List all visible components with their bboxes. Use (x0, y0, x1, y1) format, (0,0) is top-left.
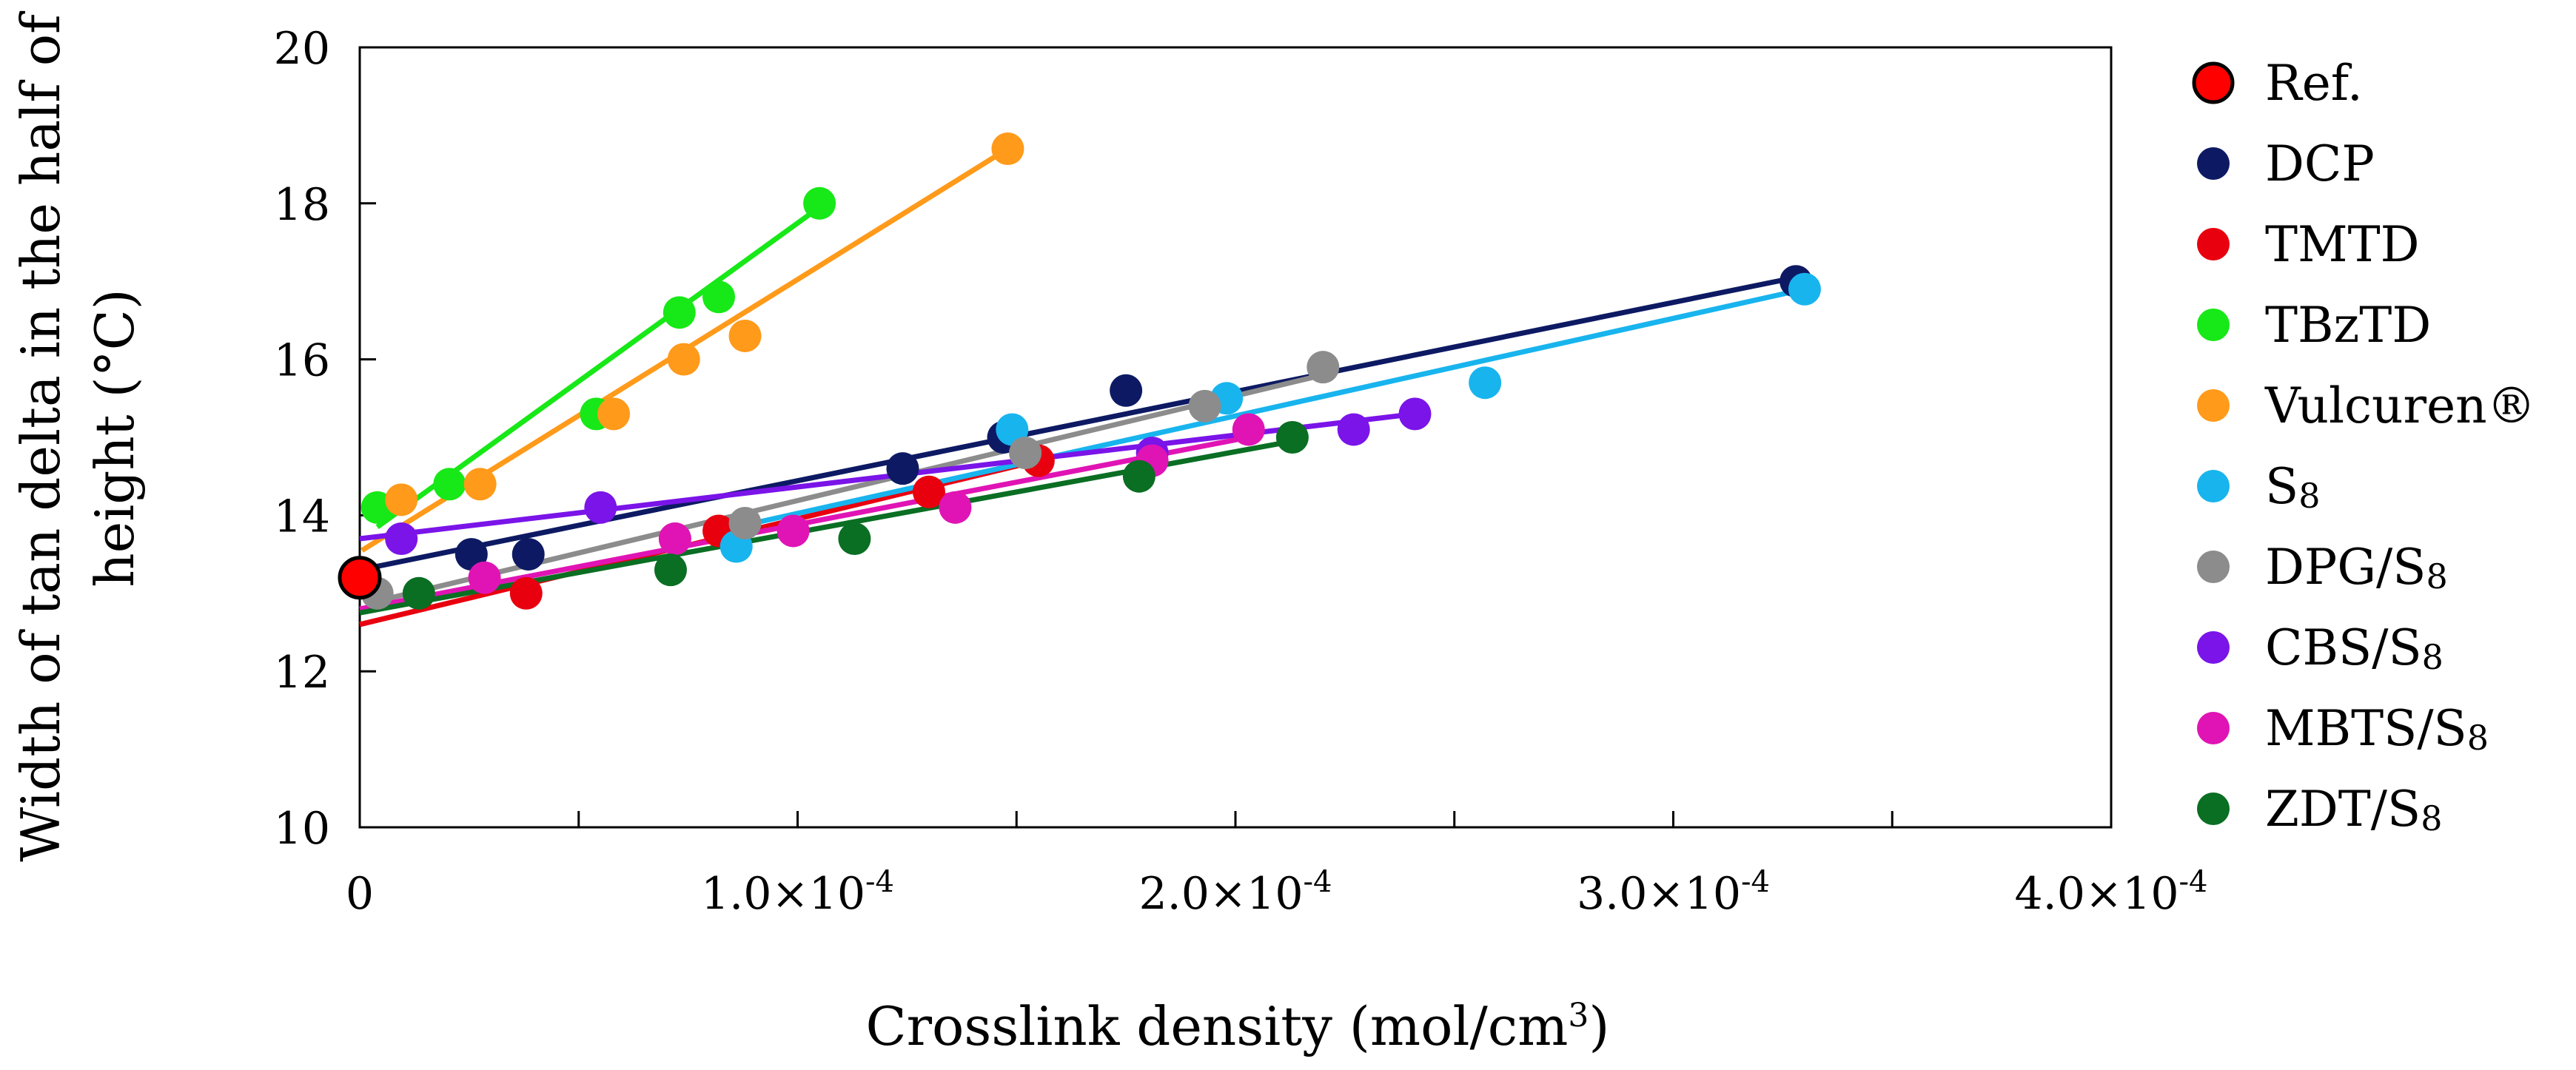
point-vulcuren (597, 397, 631, 431)
point-cbs-s8 (584, 491, 617, 524)
x-tick-label: 4.0×10-4 (2014, 865, 2207, 920)
y-tick-label: 12 (274, 647, 330, 699)
point-tbztd (663, 296, 696, 329)
x-tick-label: 0 (346, 868, 374, 920)
point-tmtd (509, 576, 543, 610)
legend-label-zdt-s8: ZDT/S8 (2265, 781, 2443, 838)
y-axis-title: Width of tan delta in the half of height… (10, 11, 146, 862)
legend-label-mbts-s8: MBTS/S8 (2265, 700, 2489, 758)
point-tbztd (433, 468, 466, 501)
legend-marker-s8 (2197, 470, 2230, 502)
point-zdt-s8 (402, 576, 435, 610)
point-vulcuren (463, 468, 497, 501)
legend-marker-dpg-s8 (2197, 551, 2230, 583)
point-ref (338, 556, 382, 600)
point-zdt-s8 (1275, 421, 1309, 454)
legend-label-ref: Ref. (2265, 55, 2363, 112)
x-tick-label: 2.0×10-4 (1138, 865, 1332, 920)
point-vulcuren (385, 483, 418, 517)
axis-ticks (358, 46, 2113, 829)
y-tick-label: 16 (274, 335, 330, 387)
point-tbztd (803, 186, 836, 220)
y-tick-label: 14 (274, 491, 330, 542)
legend: Ref. DCP TMTD TBzTD Vulcuren® S8 DPG/S8 CBS/S8 M… (2192, 55, 2536, 838)
legend-marker-dcp (2197, 147, 2230, 180)
fit-line-s8 (735, 286, 1805, 530)
fit-line-dcp (359, 275, 1797, 573)
point-s8 (1788, 272, 1821, 306)
point-vulcuren (728, 319, 762, 352)
point-zdt-s8 (654, 553, 687, 587)
point-zdt-s8 (838, 522, 871, 556)
y-tick-label: 20 (274, 23, 330, 75)
legend-marker-zdt-s8 (2197, 793, 2230, 825)
point-dcp (511, 538, 545, 571)
legend-label-s8: S8 (2265, 458, 2321, 516)
point-dcp (1110, 374, 1143, 407)
legend-marker-tbztd (2197, 309, 2230, 341)
point-cbs-s8 (1398, 397, 1432, 431)
point-tbztd (702, 280, 736, 314)
fit-lines (359, 147, 1805, 627)
point-zdt-s8 (1122, 460, 1155, 493)
legend-marker-tmtd (2197, 228, 2230, 260)
legend-marker-vulcuren (2197, 389, 2230, 422)
point-dpg-s8 (728, 506, 762, 539)
point-vulcuren (667, 343, 700, 376)
point-s8 (1469, 366, 1502, 400)
point-mbts-s8 (777, 514, 810, 548)
legend-marker-mbts-s8 (2197, 712, 2230, 744)
legend-label-tbztd: TBzTD (2265, 297, 2431, 354)
point-mbts-s8 (939, 491, 972, 524)
y-axis-tick-labels: 10 12 14 16 18 20 (274, 23, 330, 855)
point-vulcuren (991, 132, 1024, 166)
legend-marker-cbs-s8 (2197, 631, 2230, 664)
legend-label-dcp: DCP (2265, 135, 2375, 192)
legend-label-cbs-s8: CBS/S8 (2265, 619, 2443, 677)
point-cbs-s8 (385, 522, 418, 556)
x-tick-label: 3.0×10-4 (1577, 865, 1770, 920)
x-tick-label: 1.0×10-4 (701, 865, 894, 920)
point-dcp (886, 452, 919, 485)
legend-label-vulcuren: Vulcuren® (2264, 377, 2536, 434)
point-dpg-s8 (1188, 389, 1221, 423)
point-mbts-s8 (1232, 413, 1265, 446)
y-axis-title-line1: Width of tan delta in the half of (10, 11, 72, 862)
y-axis-title-line2: height (°C) (84, 289, 146, 588)
legend-label-tmtd: TMTD (2265, 216, 2420, 273)
legend-marker-ref (2192, 61, 2235, 104)
legend-label-dpg-s8: DPG/S8 (2265, 539, 2448, 596)
x-axis-tick-labels: 0 1.0×10-4 2.0×10-4 3.0×10-4 4.0×10-4 (346, 865, 2208, 920)
point-mbts-s8 (468, 561, 501, 594)
data-points (338, 132, 1821, 610)
point-tmtd (912, 475, 945, 508)
x-axis-title: Crosslink density (mol/cm3) (866, 995, 1610, 1057)
point-cbs-s8 (1337, 413, 1370, 446)
point-dpg-s8 (1307, 351, 1340, 384)
y-tick-label: 10 (274, 803, 330, 855)
point-dpg-s8 (1009, 437, 1042, 470)
y-tick-label: 18 (274, 179, 330, 231)
point-mbts-s8 (658, 522, 691, 556)
